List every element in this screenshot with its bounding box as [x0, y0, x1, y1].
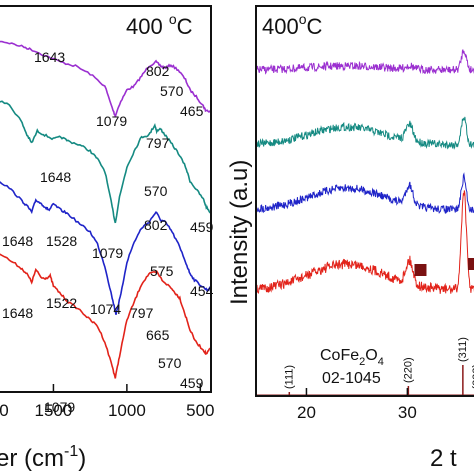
ftir-peak-label: 570 [144, 183, 168, 199]
ftir-peak-label: 1643 [34, 49, 65, 65]
xrd-reference-formula: CoFe2O4 [320, 347, 384, 368]
ftir-series-group [0, 40, 212, 379]
ftir-peak-label: 1074 [90, 301, 121, 317]
xrd-reference-hkl-label: (311) [457, 337, 469, 362]
ftir-peak-label: 1522 [46, 295, 77, 311]
xrd-x-ticks: 20 30 [297, 388, 417, 422]
ftir-series-line-2 [0, 100, 212, 224]
ftir-x-tick-label: 1500 [35, 401, 73, 420]
xrd-series-line-4 [255, 190, 474, 294]
ftir-peak-label: 802 [146, 63, 170, 79]
ftir-title-superscript: o [169, 11, 177, 27]
xrd-title-superscript: o [299, 11, 307, 27]
ftir-peak-label: 459 [180, 375, 204, 391]
ftir-x-tick-label-partial: 0 [0, 401, 9, 420]
ftir-series-line-3 [0, 181, 212, 315]
xrd-phase-marker [467, 258, 474, 270]
ftir-plot-frame [0, 5, 212, 393]
xrd-plot-frame [255, 5, 474, 397]
ftir-x-tick-label: 500 [186, 401, 214, 420]
xrd-formula-subscript: 2 [359, 356, 365, 368]
xrd-formula-subscript: 4 [378, 356, 384, 368]
ftir-series-line-1 [0, 40, 212, 118]
xrd-phase-marker [414, 264, 427, 276]
xrd-y-axis-label: Intensity (a.u) [226, 160, 253, 305]
ftir-series-line-4 [0, 253, 212, 379]
ftir-x-ticks: 1500 1000 500 0 [0, 384, 215, 420]
ftir-peak-label: 665 [146, 327, 170, 343]
ftir-peak-label: 802 [144, 217, 168, 233]
xrd-x-tick-label: 30 [398, 403, 417, 422]
ftir-peak-label: 1079 [44, 399, 75, 415]
xrd-series-line-2 [255, 116, 474, 150]
ftir-x-axis-label: er (cm-1) [0, 443, 86, 472]
xrd-panel: (111) (220) (311)(222) CoFe2O4 02-1045 400oC… [226, 5, 474, 472]
xrd-reference-card: 02-1045 [322, 370, 381, 387]
ftir-peak-label: 465 [180, 103, 204, 119]
xrd-title-unit: C [307, 14, 323, 39]
ftir-x-axis-label-close: ) [78, 445, 86, 472]
ftir-x-axis-label-superscript: -1 [64, 443, 78, 460]
ftir-panel: 400 oC 1643 802 570 465 1079 797 1648 570 459 107… [0, 5, 215, 472]
xrd-reference-hkl-label: (222) [471, 364, 474, 390]
ftir-title-unit: C [177, 14, 193, 39]
ftir-peak-label: 459 [190, 219, 214, 235]
ftir-peak-label: 1648 [2, 233, 33, 249]
ftir-peak-label: 797 [146, 135, 170, 151]
ftir-peak-label: 575 [150, 263, 174, 279]
xrd-reference-hkl-label: (111) [283, 365, 295, 389]
xrd-formula-part: CoFe [320, 347, 359, 364]
xrd-title: 400oC [262, 11, 323, 39]
ftir-x-tick-label: 1000 [108, 401, 146, 420]
ftir-peak-label: 1079 [92, 245, 123, 261]
xrd-reference-pattern: (111) (220) (311)(222) CoFe2O4 02-1045 [256, 337, 474, 396]
ftir-peak-label: 570 [160, 83, 184, 99]
ftir-peak-label: 1079 [96, 113, 127, 129]
ftir-peak-label: 1648 [40, 169, 71, 185]
ftir-peak-label: 1648 [2, 305, 33, 321]
ftir-peak-label: 797 [130, 305, 154, 321]
xrd-series-group [255, 49, 474, 294]
xrd-x-tick-label: 20 [297, 403, 316, 422]
xrd-reference-hkl-label: (220) [402, 357, 414, 383]
ftir-peak-annotations: 1643 802 570 465 1079 797 1648 570 459 1079 802 164… [2, 49, 214, 415]
xrd-formula-part: O [365, 347, 377, 364]
ftir-peak-label: 1528 [46, 233, 77, 249]
xrd-series-line-3 [255, 172, 474, 214]
ftir-peak-label: 454 [190, 283, 214, 299]
ftir-peak-label: 570 [158, 355, 182, 371]
xrd-series-line-1 [255, 49, 474, 75]
xrd-x-axis-label: 2 t [430, 445, 457, 472]
ftir-title: 400 oC [126, 11, 193, 39]
